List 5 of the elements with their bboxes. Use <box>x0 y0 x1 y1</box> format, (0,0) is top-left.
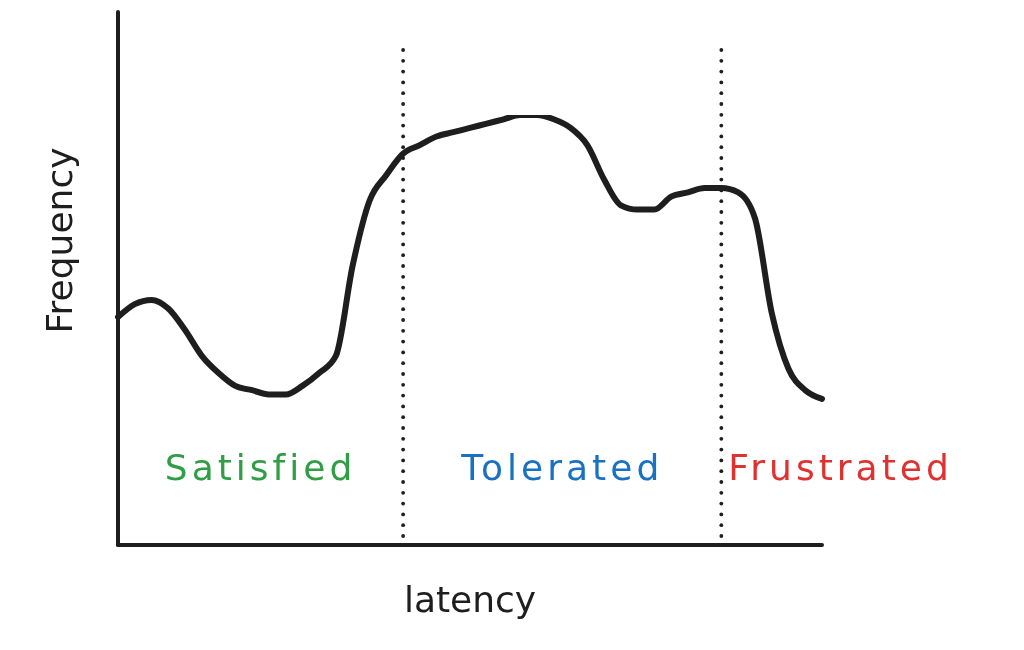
x-axis-title: latency <box>403 579 537 620</box>
y-axis-title: Frequency <box>39 147 80 334</box>
annotation: Frustrated <box>728 447 953 488</box>
annotation: Satisfied <box>164 447 357 488</box>
annotation: Tolerated <box>460 447 664 488</box>
